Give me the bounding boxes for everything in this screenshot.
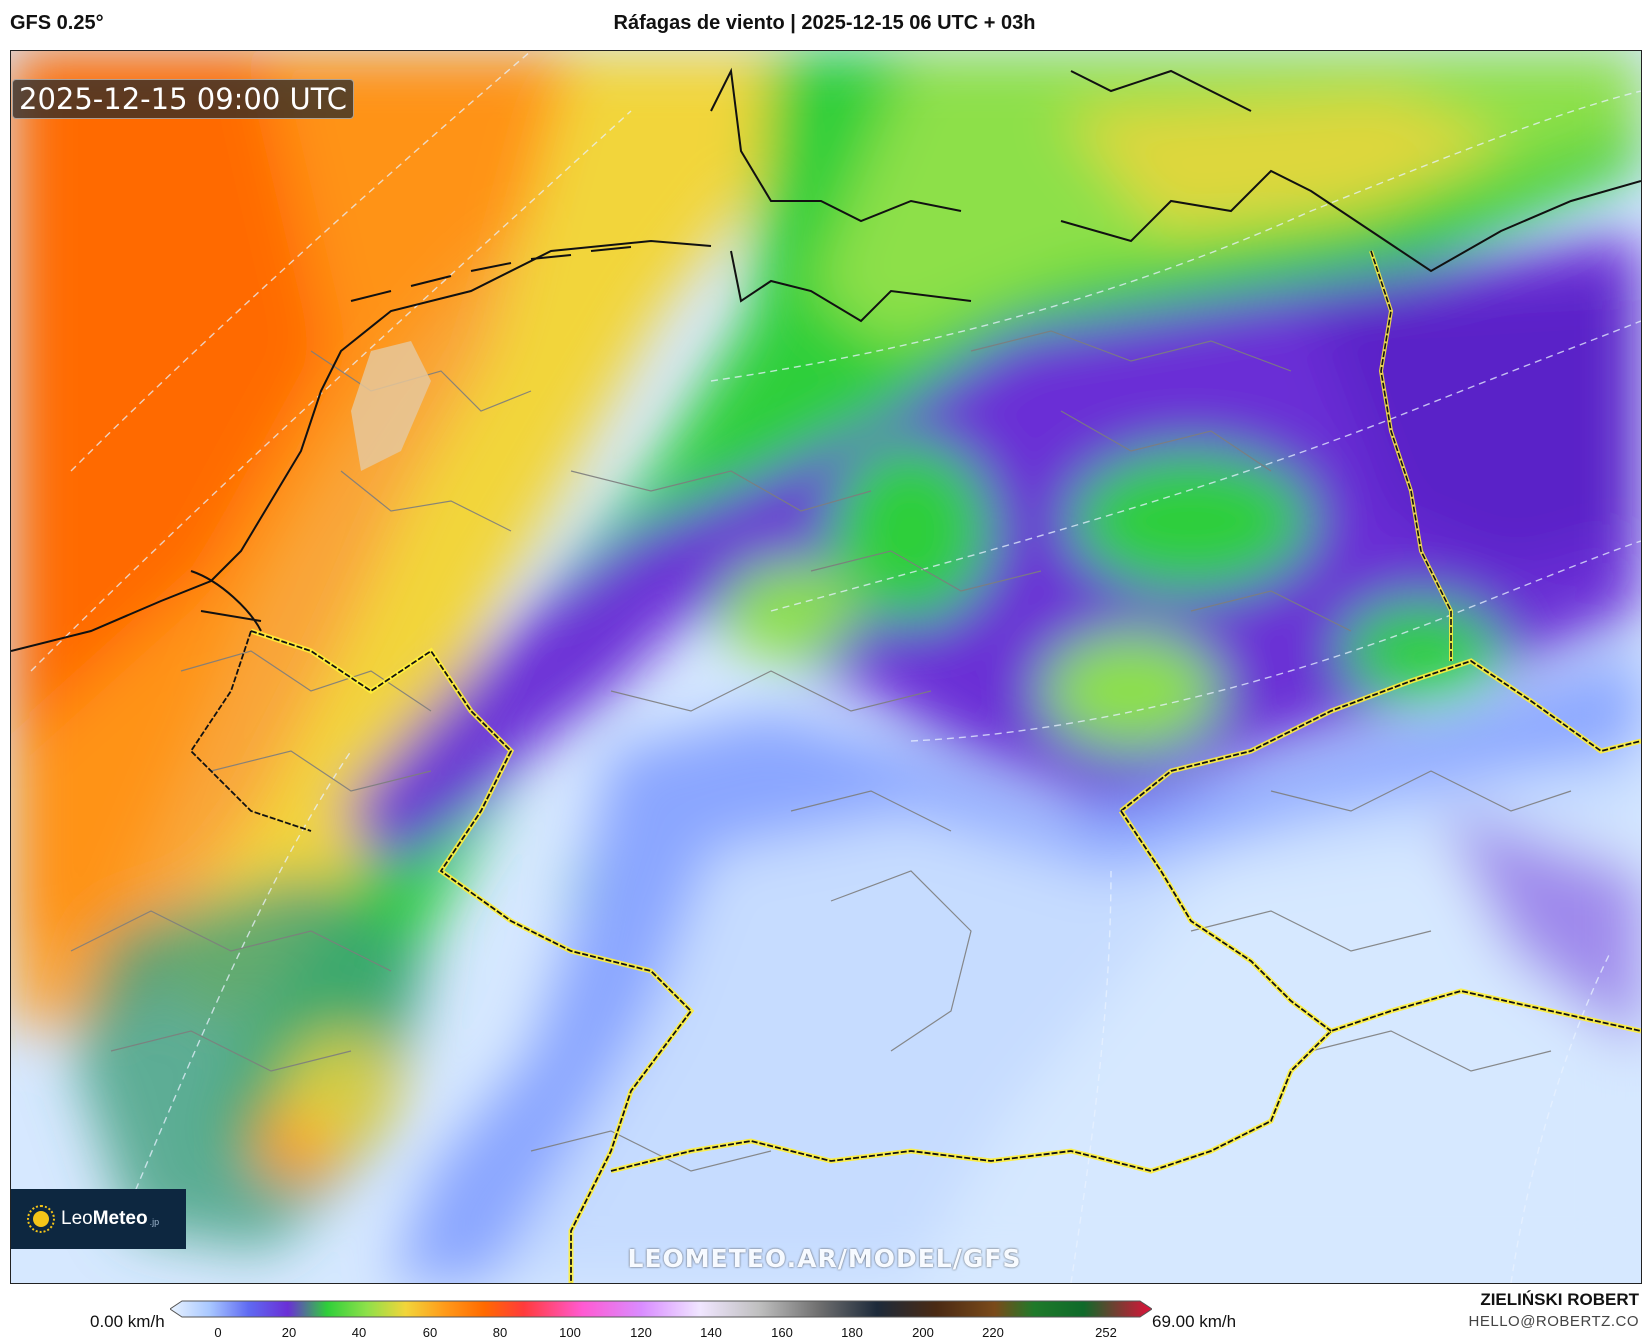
- isobar-lines: [30, 51, 1641, 1283]
- legend-min-label: 0.00 km/h: [90, 1312, 165, 1331]
- author-name: ZIELIŃSKI ROBERT: [1480, 1290, 1639, 1309]
- author-email[interactable]: HELLO@ROBERTZ.CO: [1468, 1313, 1639, 1330]
- region-borders: [70, 330, 1572, 1172]
- legend-tick: 100: [559, 1325, 581, 1340]
- legend-tick: 200: [912, 1325, 934, 1340]
- legend-tick: 140: [700, 1325, 722, 1340]
- color-scale-bar: [170, 1300, 1152, 1318]
- sun-icon: [27, 1205, 55, 1233]
- legend-tick: 60: [422, 1325, 438, 1340]
- coastlines: [11, 67, 1641, 652]
- source-watermark: LEOMETEO.AR/MODEL/GFS: [627, 1244, 1022, 1273]
- legend-tick: 160: [771, 1325, 793, 1340]
- model-label: GFS 0.25°: [10, 12, 104, 34]
- legend-tick: 220: [982, 1325, 1004, 1340]
- legend-tick: 20: [281, 1325, 297, 1340]
- legend-max-label: 69.00 km/h: [1152, 1312, 1237, 1331]
- legend-tick: 0: [214, 1325, 222, 1340]
- legend-tick: 252: [1095, 1325, 1117, 1340]
- wind-gust-field: [11, 51, 1641, 1283]
- legend-tick: 40: [351, 1325, 367, 1340]
- national-borders: [189, 250, 1641, 1283]
- logo-text: LeoMeteo: [61, 1208, 148, 1229]
- legend-tick: 120: [630, 1325, 652, 1340]
- chart-title: Ráfagas de viento | 2025-12-15 06 UTC + …: [613, 12, 1036, 34]
- lake-area: [351, 341, 431, 471]
- legend-tick: 180: [841, 1325, 863, 1340]
- leometeo-logo: LeoMeteo .jp: [11, 1189, 186, 1249]
- valid-time-badge: 2025-12-15 09:00 UTC: [12, 79, 355, 119]
- wind-gust-map: [10, 50, 1642, 1284]
- legend-tick: 80: [492, 1325, 508, 1340]
- legend-ticks: 0 20 40 60 80 100 120 140 160 180 200 22…: [0, 1325, 1649, 1340]
- logo-tld: .jp: [149, 1217, 160, 1227]
